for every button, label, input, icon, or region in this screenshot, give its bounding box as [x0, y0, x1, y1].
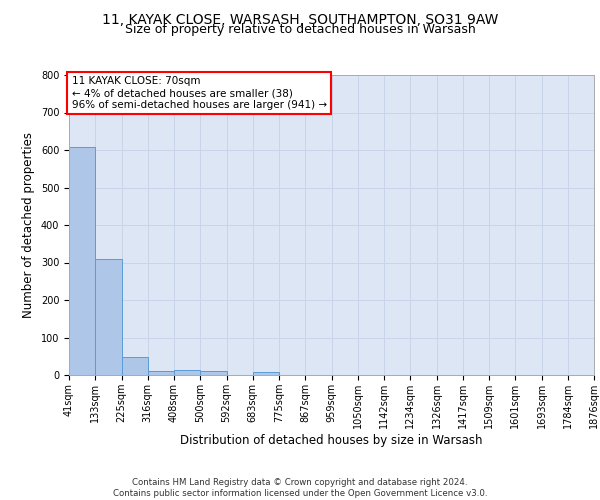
Bar — [200, 370, 227, 375]
Text: Size of property relative to detached houses in Warsash: Size of property relative to detached ho… — [125, 22, 475, 36]
Text: 11, KAYAK CLOSE, WARSASH, SOUTHAMPTON, SO31 9AW: 11, KAYAK CLOSE, WARSASH, SOUTHAMPTON, S… — [102, 12, 498, 26]
Text: 11 KAYAK CLOSE: 70sqm
← 4% of detached houses are smaller (38)
96% of semi-detac: 11 KAYAK CLOSE: 70sqm ← 4% of detached h… — [71, 76, 327, 110]
Bar — [174, 370, 200, 375]
Bar — [148, 371, 174, 375]
X-axis label: Distribution of detached houses by size in Warsash: Distribution of detached houses by size … — [180, 434, 483, 446]
Bar — [95, 259, 122, 375]
Text: Contains HM Land Registry data © Crown copyright and database right 2024.
Contai: Contains HM Land Registry data © Crown c… — [113, 478, 487, 498]
Bar — [253, 372, 279, 375]
Y-axis label: Number of detached properties: Number of detached properties — [22, 132, 35, 318]
Bar — [69, 148, 95, 375]
Bar — [122, 357, 148, 375]
